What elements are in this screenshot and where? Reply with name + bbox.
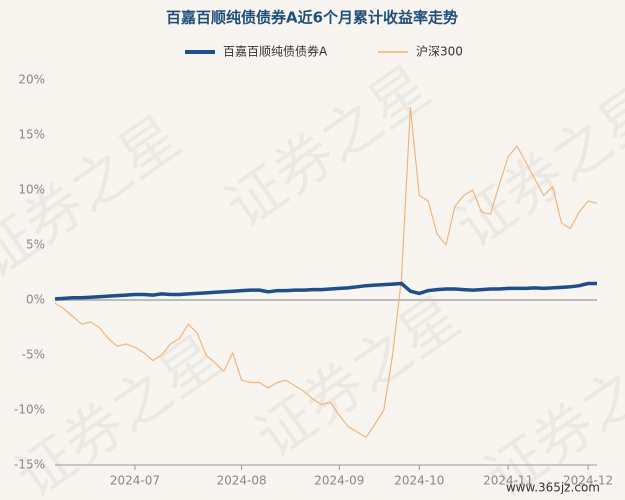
y-tick-label: -15% bbox=[14, 458, 45, 472]
x-tick-label: 2024-07 bbox=[110, 474, 160, 488]
y-tick-label: -5% bbox=[22, 348, 45, 362]
y-tick-label: 20% bbox=[18, 73, 45, 87]
series-line bbox=[54, 281, 597, 301]
y-tick-label: -10% bbox=[14, 403, 45, 417]
y-tick-label: 0% bbox=[26, 293, 45, 307]
series-line bbox=[54, 106, 598, 439]
source: www.365jz.com bbox=[506, 481, 600, 495]
legend-label: 百嘉百顺纯债债券A bbox=[223, 44, 328, 59]
x-tick-label: 2024-09 bbox=[314, 474, 364, 488]
x-tick-label: 2024-08 bbox=[217, 474, 267, 488]
y-tick-label: 15% bbox=[18, 128, 45, 142]
x-tick-label: 2024-11 bbox=[483, 474, 533, 488]
x-tick-label: 2024-10 bbox=[394, 474, 444, 488]
x-tick-label: 2024-12 bbox=[563, 474, 613, 488]
y-tick-label: 10% bbox=[18, 183, 45, 197]
chart-title: 百嘉百顺纯债债券A近6个月累计收益率走势 bbox=[166, 9, 458, 27]
legend-label: 沪深300 bbox=[416, 45, 463, 59]
y-tick-label: 5% bbox=[26, 238, 45, 252]
